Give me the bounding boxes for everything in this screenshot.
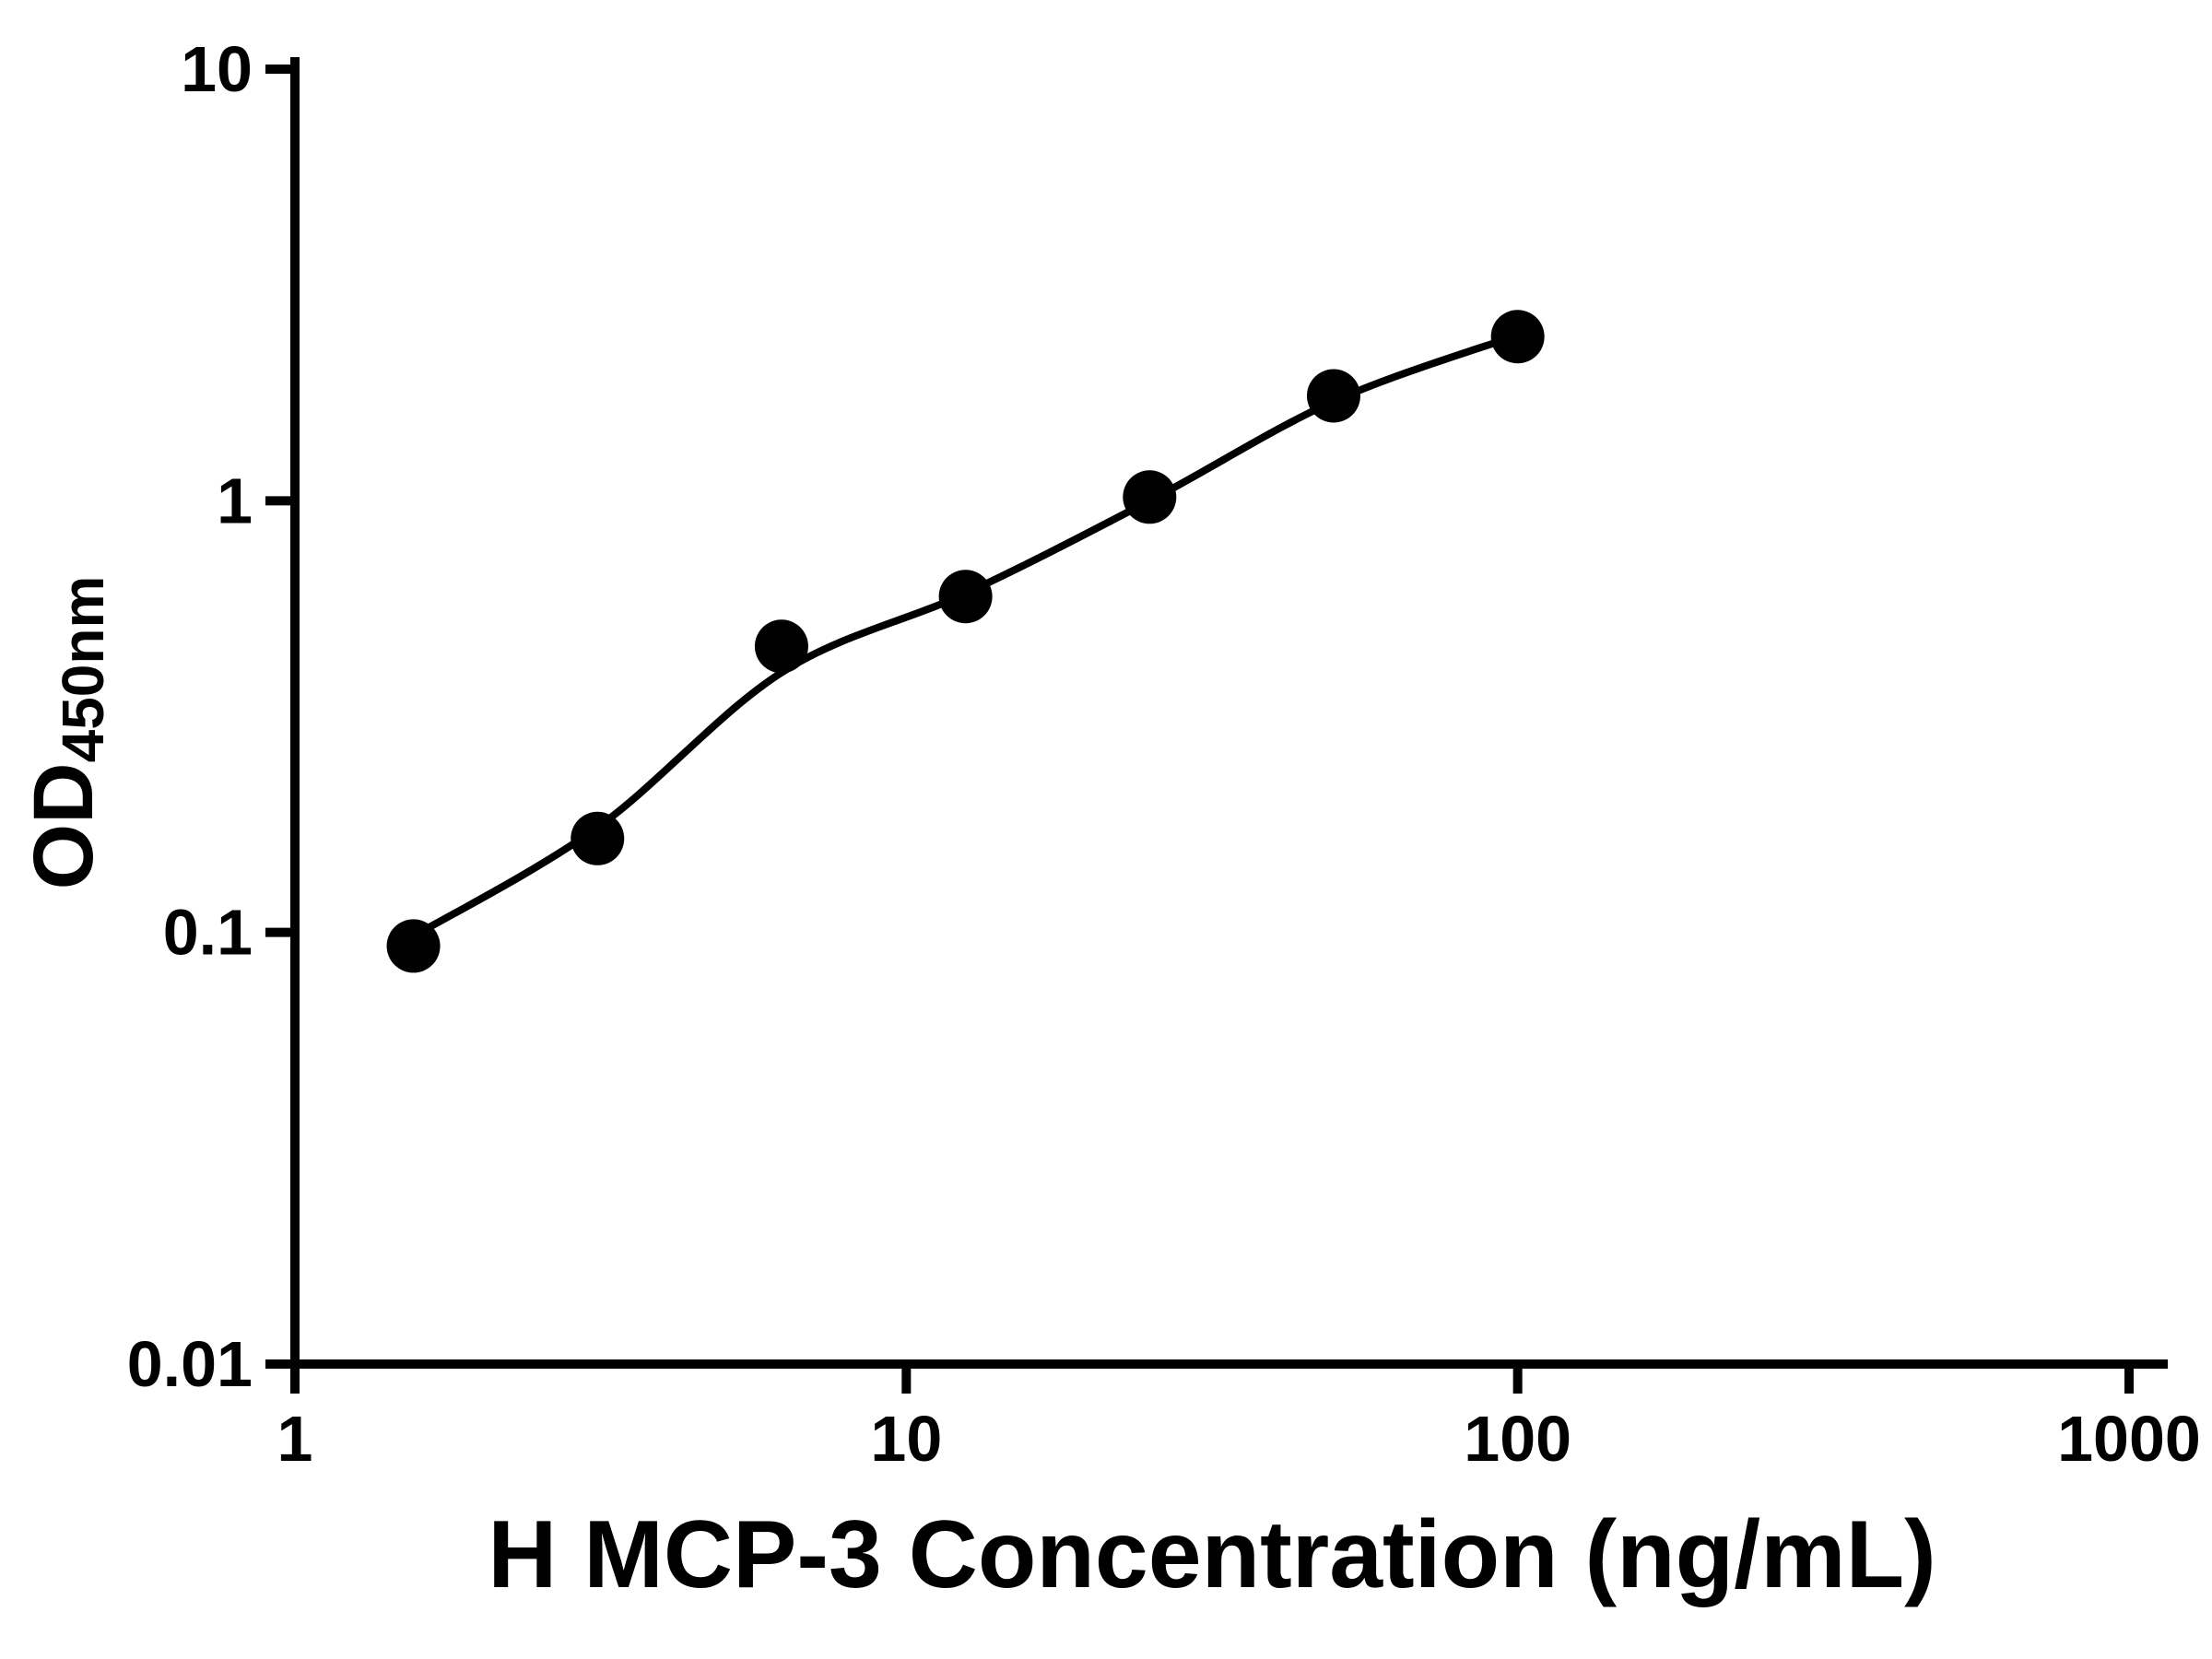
data-layer [386, 310, 1545, 973]
y-tick-label: 10 [181, 33, 253, 105]
data-point [1490, 310, 1545, 364]
y-axis-title-sub: 450nm [50, 576, 116, 763]
x-axis-title: H MCP-3 Concentration (ng/mL) [488, 1501, 1936, 1608]
data-point [386, 919, 441, 973]
x-tick-label: 100 [1464, 1403, 1571, 1475]
y-axis-title: OD450nm [17, 576, 116, 890]
y-tick-label: 1 [217, 465, 253, 536]
data-point [754, 619, 808, 674]
data-point [938, 570, 993, 624]
x-tick-label: 1000 [2057, 1403, 2201, 1475]
axis-spines [290, 57, 2168, 1369]
data-point [571, 811, 625, 865]
x-tick-label: 10 [870, 1403, 942, 1475]
y-tick-label: 0.01 [127, 1328, 253, 1400]
data-point [1123, 470, 1177, 524]
x-tick-label: 1 [277, 1403, 313, 1475]
data-point [1306, 369, 1360, 423]
axes-layer: 1 10 100 1000 0.01 0.1 1 10 [127, 33, 2201, 1475]
y-axis-title-main: OD [17, 762, 111, 889]
y-tick-label: 0.1 [163, 897, 253, 969]
